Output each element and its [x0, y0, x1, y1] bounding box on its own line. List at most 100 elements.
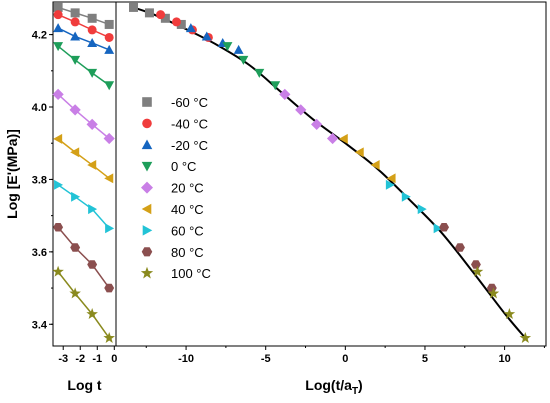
- shifted-data-point: [185, 23, 196, 33]
- raw-series-line: [57, 27, 110, 51]
- right-x-axis-title: Log(t/aT): [305, 377, 362, 397]
- raw-series-line: [57, 184, 110, 229]
- raw-data-point: [53, 133, 63, 144]
- right-panel-frame: [115, 1, 547, 347]
- raw-data-point: [104, 19, 114, 29]
- right-x-axis-title-end: ): [358, 377, 363, 393]
- raw-data-point: [104, 81, 115, 91]
- raw-data-point: [88, 204, 98, 215]
- raw-data-point: [53, 222, 64, 232]
- legend-marker: [141, 203, 152, 215]
- raw-data-point: [70, 8, 80, 18]
- shifted-data-point: [503, 308, 516, 320]
- ticks-layer: 3.43.63.84.04.2-3 -2 -1 0 -10 -5 0 5 10: [32, 30, 545, 365]
- raw-data-point: [69, 287, 81, 299]
- shifted-data-point: [144, 8, 154, 18]
- raw-data-point: [87, 25, 97, 35]
- raw-data-point: [87, 68, 98, 78]
- legend-marker: [140, 266, 154, 279]
- y-tick-label: 3.6: [32, 247, 47, 259]
- raw-data-point: [70, 147, 80, 158]
- raw-data-point: [105, 223, 115, 234]
- raw-series-line: [57, 271, 110, 339]
- shifted-data-point: [455, 243, 465, 252]
- raw-data-point: [70, 17, 80, 27]
- y-tick-label: 4.0: [32, 102, 47, 114]
- legend-marker: [142, 225, 153, 236]
- legend-label: -40 °C: [171, 116, 208, 131]
- raw-data-point: [87, 13, 97, 23]
- y-tick-label: 3.8: [32, 174, 47, 186]
- right-x-axis-title-main: Log(t/a: [305, 377, 352, 393]
- raw-data-point: [86, 308, 98, 320]
- shifted-data-point: [311, 118, 323, 131]
- shifted-data-point: [439, 222, 450, 232]
- legend-label: 40 °C: [171, 202, 204, 217]
- shifted-data-point: [156, 10, 166, 20]
- shifted-data-point: [160, 13, 170, 23]
- shifted-data-point: [385, 179, 395, 190]
- legend-label: 100 °C: [171, 266, 211, 281]
- raw-series-line: [57, 45, 110, 86]
- raw-data-point: [52, 88, 64, 100]
- raw-data-point: [53, 42, 64, 52]
- shifted-data-layer: [129, 2, 532, 343]
- axis-titles: Log [E'(MPa)] Log t Log(t/aT): [4, 129, 363, 397]
- raw-series-line: [57, 13, 110, 39]
- right-x-tick-label: -5: [261, 353, 271, 365]
- left-x-tick-label: -1: [92, 353, 102, 365]
- right-x-tick-label: 5: [422, 353, 428, 365]
- raw-series-line: [57, 93, 110, 140]
- shifted-data-point: [401, 191, 411, 202]
- raw-data-point: [70, 243, 81, 252]
- raw-series-line: [57, 6, 110, 26]
- right-x-tick-label: 10: [498, 353, 510, 365]
- shifted-data-point: [201, 31, 212, 41]
- y-axis-title: Log [E'(MPa)]: [4, 129, 20, 219]
- legend-marker: [141, 181, 153, 194]
- raw-data-point: [103, 132, 115, 145]
- raw-data-point: [103, 331, 115, 343]
- shifted-data-point: [279, 88, 291, 100]
- shifted-data-point: [254, 68, 265, 78]
- legend-marker: [142, 97, 152, 107]
- shifted-data-point: [326, 132, 339, 145]
- legend-marker: [141, 161, 153, 172]
- shifted-data-point: [238, 55, 249, 65]
- raw-series-line: [57, 138, 110, 179]
- raw-data-point: [104, 283, 115, 293]
- shifted-data-point: [417, 204, 427, 215]
- raw-data-point: [87, 260, 98, 269]
- legend-label: 0 °C: [171, 159, 196, 174]
- right-x-tick-label: -10: [178, 353, 194, 365]
- shifted-data-point: [470, 260, 481, 269]
- shifted-data-point: [471, 265, 484, 277]
- shifted-data-point: [172, 17, 182, 27]
- y-tick-label: 4.2: [32, 30, 47, 42]
- legend-marker: [142, 118, 152, 129]
- left-x-tick-label: -3: [58, 353, 68, 365]
- legend-label: 60 °C: [171, 223, 204, 238]
- plot-frames: [52, 1, 547, 347]
- shifted-data-point: [519, 331, 532, 343]
- legend-marker: [141, 139, 153, 150]
- shifted-data-point: [176, 19, 186, 29]
- legend-label: -60 °C: [171, 95, 208, 110]
- raw-data-point: [69, 104, 81, 116]
- y-tick-label: 3.4: [32, 319, 48, 331]
- legend-label: 20 °C: [171, 181, 204, 196]
- raw-data-point: [104, 44, 115, 54]
- raw-series-line: [57, 226, 110, 289]
- shifted-data-point: [354, 147, 364, 158]
- raw-data-point: [87, 37, 98, 47]
- legend-marker: [141, 247, 153, 257]
- shifted-data-point: [370, 160, 380, 170]
- raw-data-point: [53, 10, 63, 20]
- shifted-data-point: [295, 104, 307, 116]
- shifted-data-point: [487, 287, 500, 299]
- left-x-axis-title: Log t: [67, 377, 102, 393]
- raw-data-point: [104, 173, 114, 184]
- left-x-tick-label: -2: [75, 353, 85, 365]
- raw-data-point: [86, 118, 98, 131]
- raw-data-point: [70, 31, 81, 41]
